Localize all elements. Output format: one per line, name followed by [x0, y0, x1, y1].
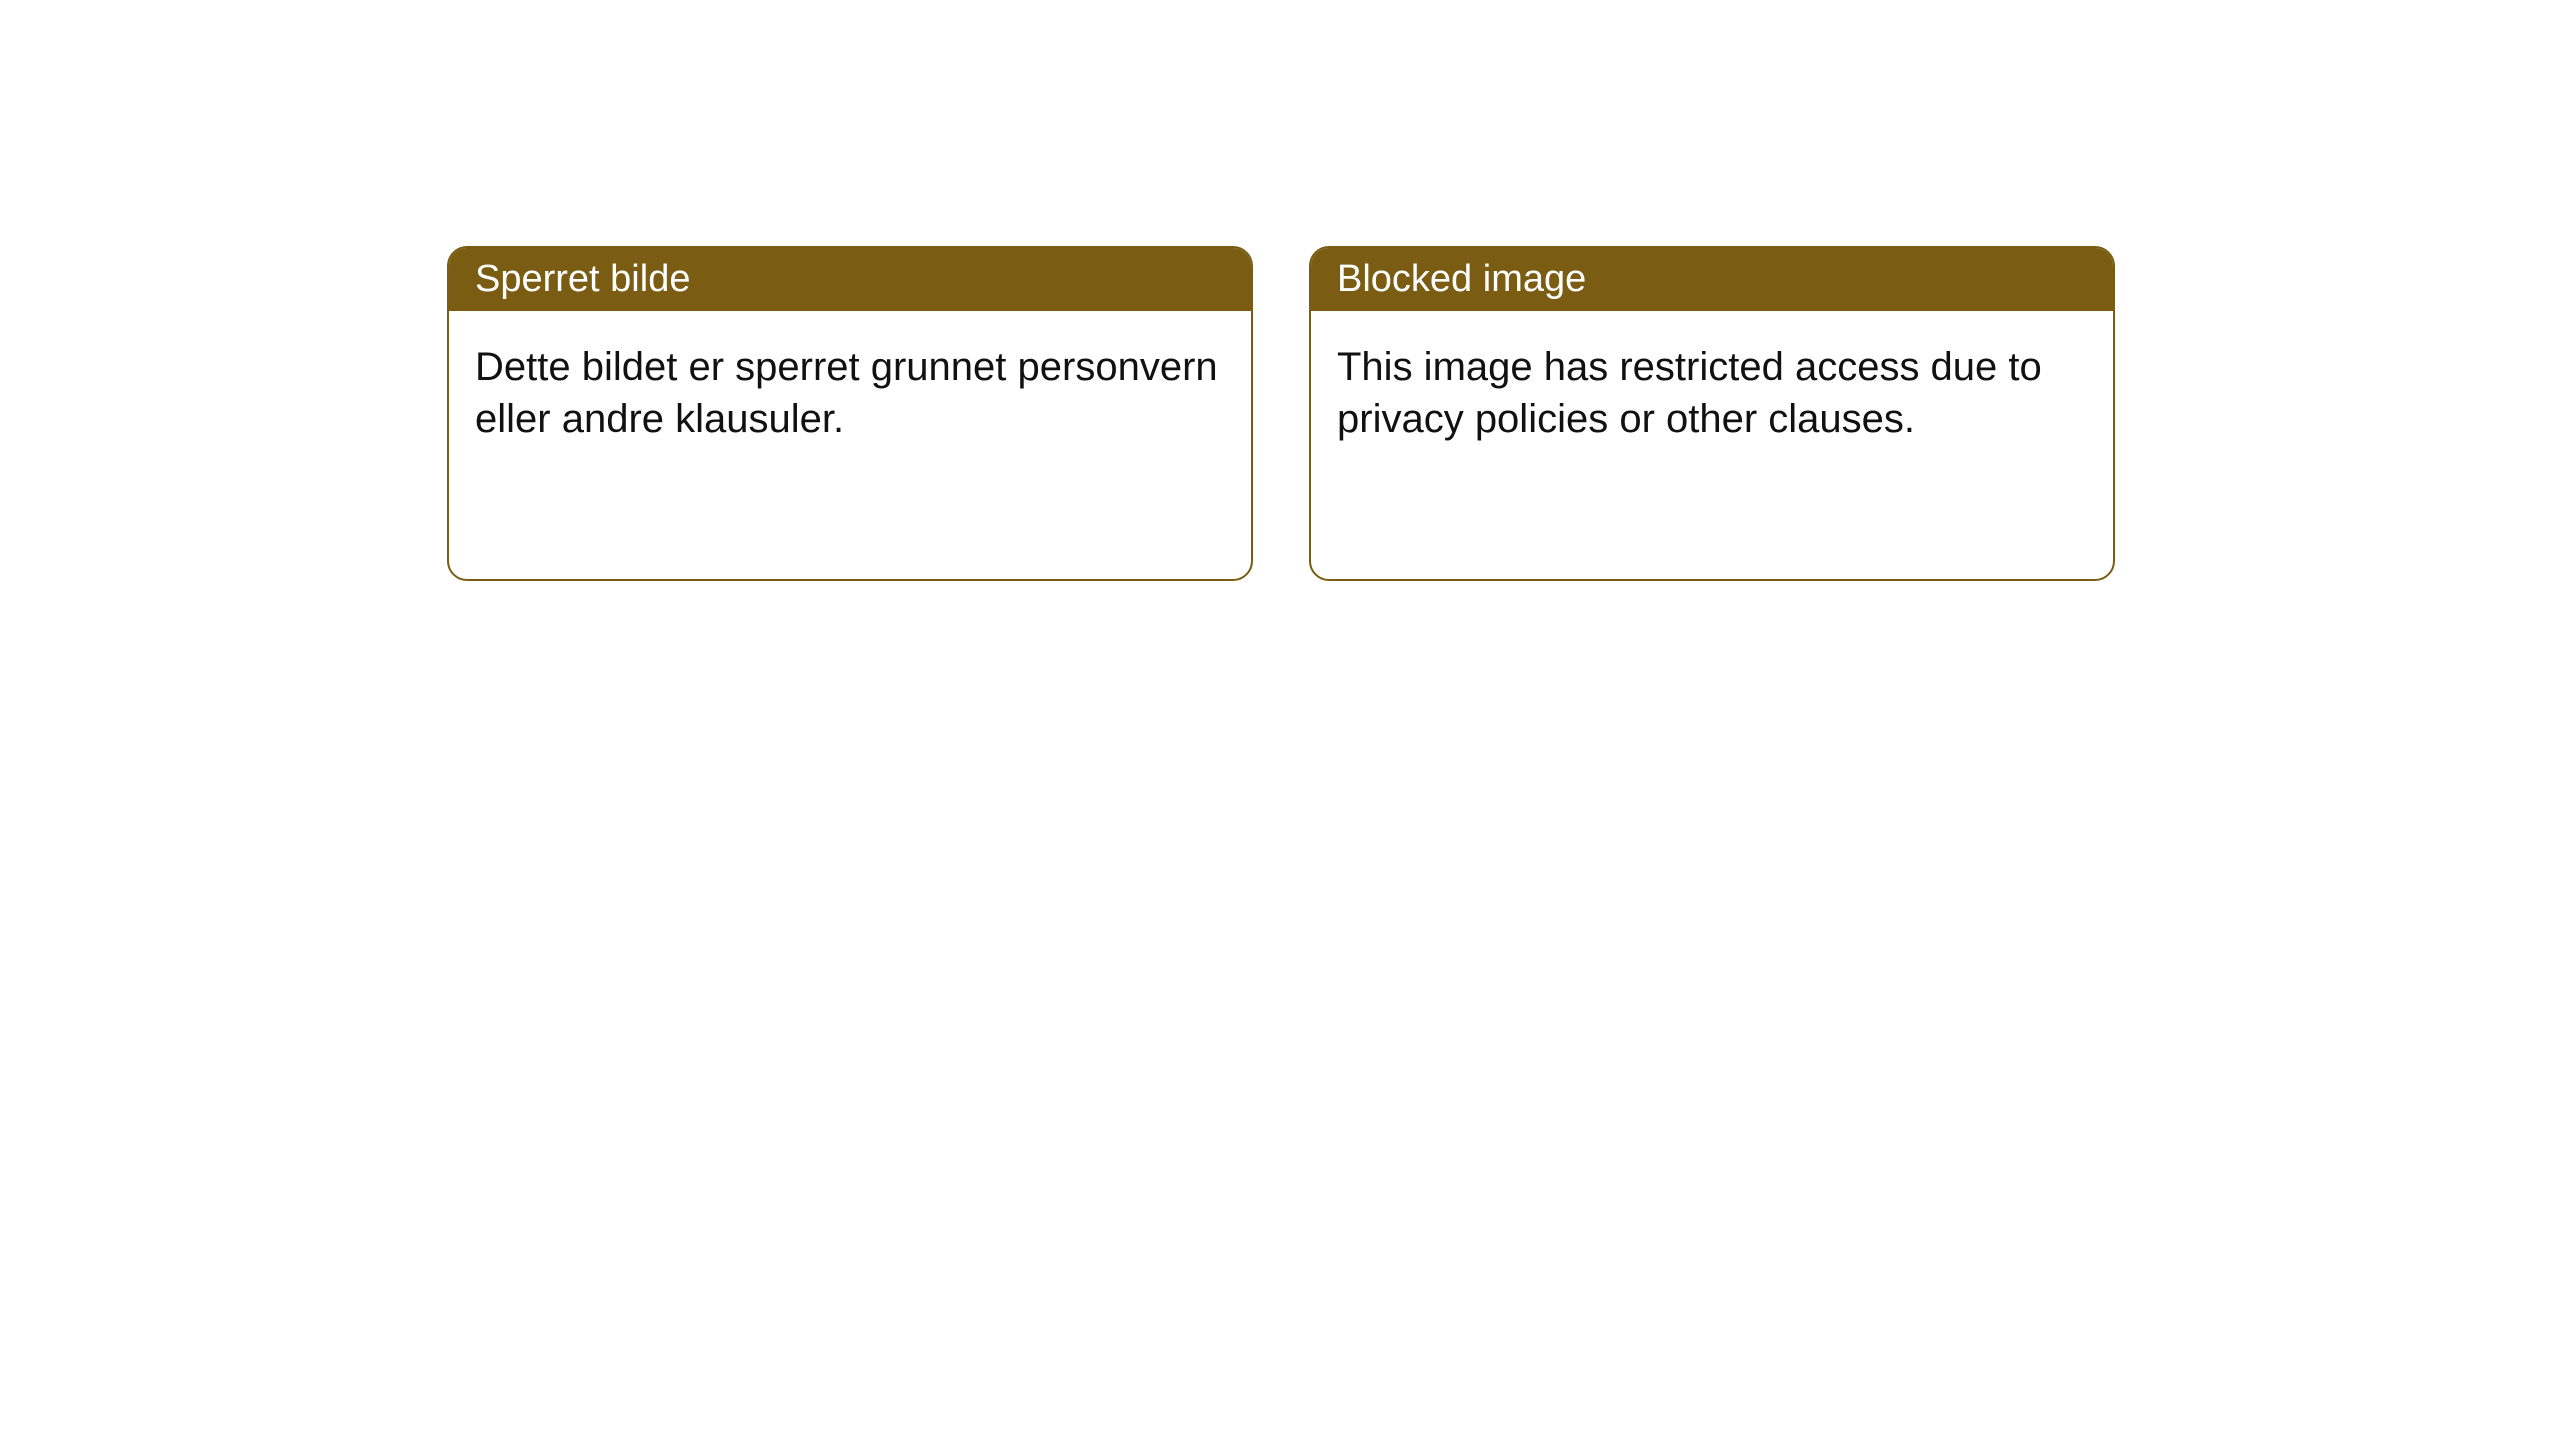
notice-header: Blocked image	[1311, 248, 2113, 311]
notice-body: Dette bildet er sperret grunnet personve…	[449, 311, 1251, 475]
notice-card-english: Blocked image This image has restricted …	[1309, 246, 2115, 581]
notice-body: This image has restricted access due to …	[1311, 311, 2113, 475]
notice-container: Sperret bilde Dette bildet er sperret gr…	[0, 0, 2560, 581]
notice-card-norwegian: Sperret bilde Dette bildet er sperret gr…	[447, 246, 1253, 581]
notice-header: Sperret bilde	[449, 248, 1251, 311]
